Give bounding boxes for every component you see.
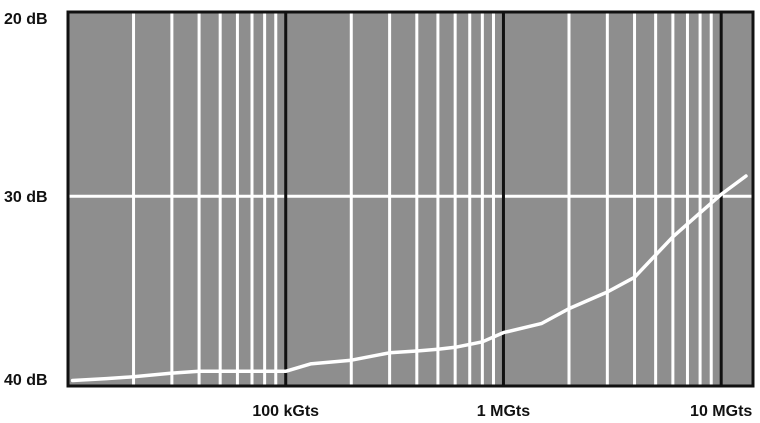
y-tick-label-30: 30 dB xyxy=(4,189,48,206)
x-tick-label-10m: 10 MGts xyxy=(690,403,752,420)
plot-frame xyxy=(66,10,755,388)
x-tick-label-1m: 1 MGts xyxy=(477,403,530,420)
y-tick-label-40: 40 dB xyxy=(4,372,48,389)
y-axis-tick-labels: 20 dB 30 dB 40 dB xyxy=(4,11,48,389)
x-axis-tick-labels: 100 kGts 1 MGts 10 MGts xyxy=(252,403,752,420)
plot-area xyxy=(68,12,753,386)
y-tick-label-20: 20 dB xyxy=(4,11,48,28)
x-tick-label-100k: 100 kGts xyxy=(252,403,319,420)
minor-gridlines xyxy=(68,12,753,386)
major-gridlines xyxy=(284,12,723,386)
series-line xyxy=(70,174,748,383)
